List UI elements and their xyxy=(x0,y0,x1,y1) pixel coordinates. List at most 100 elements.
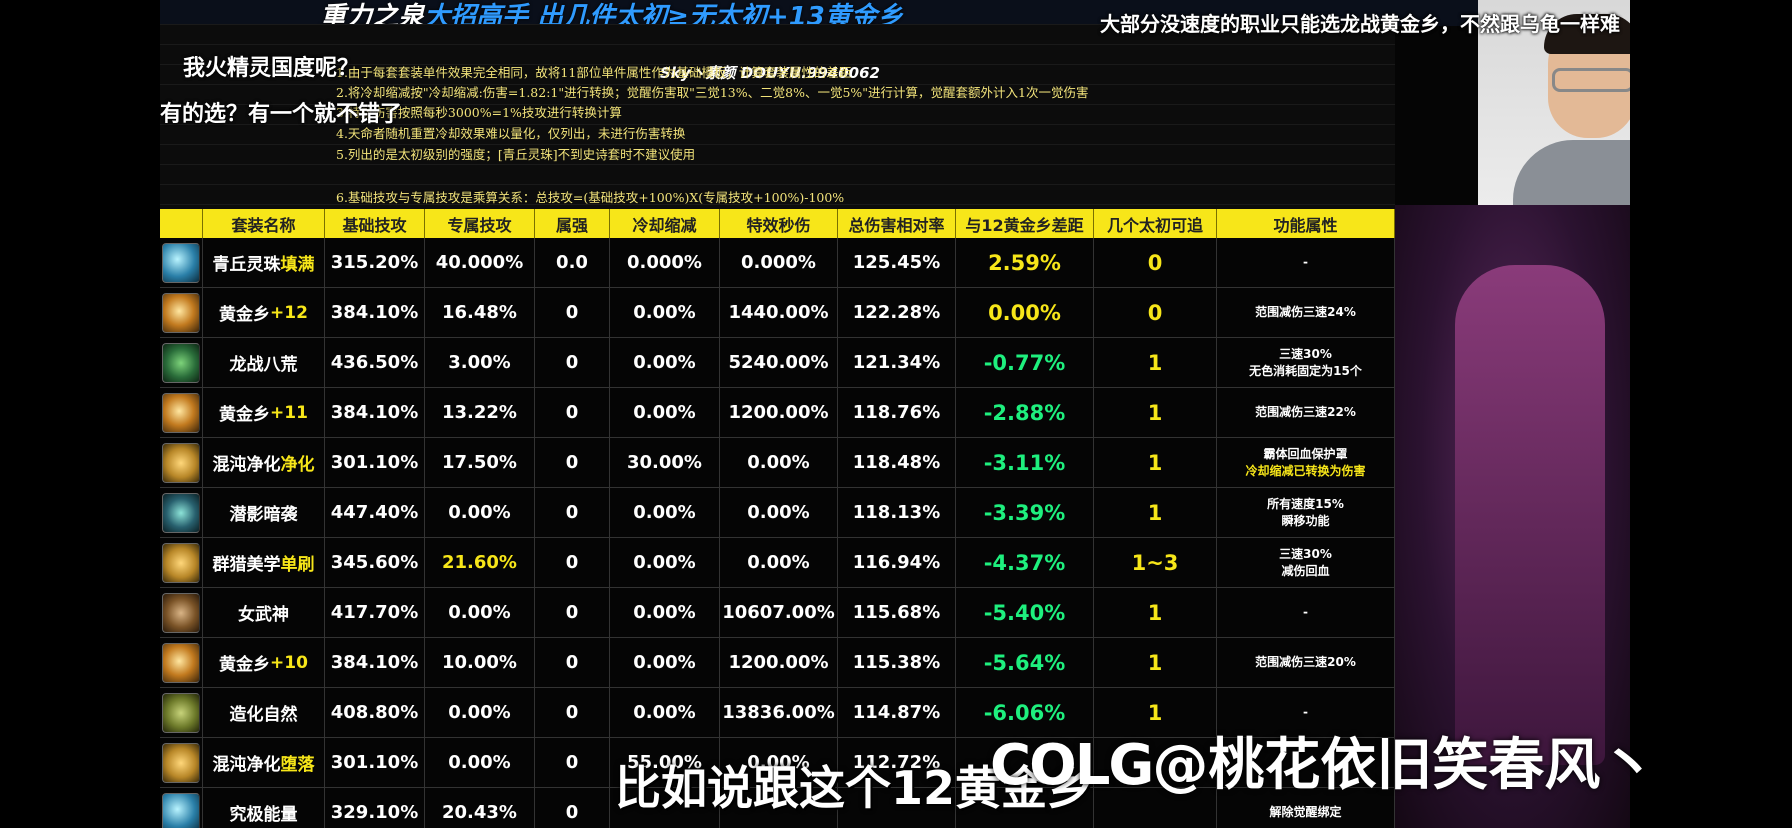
cooldown-cell: 0.00% xyxy=(610,338,720,387)
character-figure xyxy=(1455,265,1605,765)
set-name: 混沌净化 xyxy=(212,455,281,475)
cooldown-cell: 0.00% xyxy=(610,688,720,737)
icon-cell xyxy=(160,688,203,737)
effect-dps-cell: 5240.00% xyxy=(720,338,838,387)
cooldown-cell xyxy=(610,788,720,828)
total-damage-cell xyxy=(838,788,956,828)
set-name-suffix: +10 xyxy=(270,652,308,673)
set-icon xyxy=(162,392,200,433)
base-attack-cell: 301.10% xyxy=(325,438,425,487)
chase-cell: 0 xyxy=(1094,238,1217,287)
set-name-cell: 造化自然 xyxy=(203,688,325,737)
function-cell: - xyxy=(1217,238,1395,287)
gap-cell: 2.59% xyxy=(956,238,1094,287)
set-name-cell: 黄金乡 +11 xyxy=(203,388,325,437)
base-attack-cell: 447.40% xyxy=(325,488,425,537)
total-damage-cell: 125.45% xyxy=(838,238,956,287)
set-name-suffix: 堕落 xyxy=(280,755,315,775)
effect-dps-cell: 1200.00% xyxy=(720,388,838,437)
function-line-1: 范围减伤三速22% xyxy=(1255,405,1356,419)
note-1: 1.由于每套套装单件效果完全相同，故将11部位单件属性作为基础模板，计算套装属性… xyxy=(336,65,852,80)
effect-dps-cell xyxy=(720,788,838,828)
cooldown-cell: 0.00% xyxy=(610,288,720,337)
cooldown-cell: 55.00% xyxy=(610,738,720,787)
table-row: 混沌净化 堕落 301.10% 0.00% 0 55.00% 0.00% 112.72% xyxy=(160,738,1395,788)
icon-cell xyxy=(160,288,203,337)
exclusive-attack-cell: 3.00% xyxy=(425,338,535,387)
header-cell: 专属技攻 xyxy=(425,209,535,238)
function-cell: 霸体回血保护罩 冷却缩减已转换为伤害 xyxy=(1217,438,1395,487)
icon-cell xyxy=(160,488,203,537)
effect-dps-cell: 0.00% xyxy=(720,538,838,587)
chase-cell xyxy=(1094,788,1217,828)
set-name-suffix: +11 xyxy=(270,402,308,423)
set-name-cell: 黄金乡 +12 xyxy=(203,288,325,337)
set-name-suffix: 净化 xyxy=(280,455,315,475)
set-name: 造化自然 xyxy=(229,705,298,725)
gap-cell: 0.00% xyxy=(956,288,1094,337)
chase-cell: 1 xyxy=(1094,638,1217,687)
total-damage-cell: 118.13% xyxy=(838,488,956,537)
gap-cell: -5.64% xyxy=(956,638,1094,687)
set-name-cell: 混沌净化 堕落 xyxy=(203,738,325,787)
function-cell: 范围减伤三速22% xyxy=(1217,388,1395,437)
base-attack-cell: 329.10% xyxy=(325,788,425,828)
chat-line-2: 有的选？有一个就不错了 xyxy=(160,102,403,127)
set-name: 混沌净化 xyxy=(212,755,281,775)
header-icon-col xyxy=(160,209,203,238)
colg-logo: COLG xyxy=(990,733,1154,798)
gap-cell: -3.11% xyxy=(956,438,1094,487)
exclusive-attack-cell: 17.50% xyxy=(425,438,535,487)
gap-cell: -0.77% xyxy=(956,338,1094,387)
function-cell: - xyxy=(1217,588,1395,637)
note-4: 4.天命者随机重置冷却效果难以量化，仅列出，未进行伤害转换 xyxy=(336,126,686,141)
note-5: 5.列出的是太初级别的强度；[青丘灵珠]不到史诗套时不建议使用 xyxy=(336,147,696,162)
icon-cell xyxy=(160,388,203,437)
set-name-cell: 女武神 xyxy=(203,588,325,637)
set-name-cell: 究极能量 xyxy=(203,788,325,828)
set-name-cell: 黄金乡 +10 xyxy=(203,638,325,687)
set-name-suffix: 单刷 xyxy=(280,555,315,575)
element-cell: 0 xyxy=(535,538,610,587)
icon-cell xyxy=(160,638,203,687)
set-icon xyxy=(162,692,200,733)
base-attack-cell: 315.20% xyxy=(325,238,425,287)
set-icon xyxy=(162,492,200,533)
function-cell: 范围减伤三速24% xyxy=(1217,288,1395,337)
watermark: COLG@桃花依旧笑春风丶 xyxy=(990,720,1656,801)
header-cell: 冷却缩减 xyxy=(610,209,720,238)
chase-cell xyxy=(1094,738,1217,787)
set-icon xyxy=(162,742,200,783)
effect-dps-cell: 1440.00% xyxy=(720,288,838,337)
gap-cell xyxy=(956,788,1094,828)
header-cell: 与12黄金乡差距 xyxy=(956,209,1094,238)
set-name: 黄金乡 xyxy=(219,305,271,325)
icon-cell xyxy=(160,538,203,587)
header-cell: 功能属性 xyxy=(1217,209,1395,238)
cooldown-cell: 0.00% xyxy=(610,388,720,437)
set-icon xyxy=(162,642,200,683)
function-cell: - xyxy=(1217,688,1395,737)
icon-cell xyxy=(160,438,203,487)
function-line-1: 范围减伤三速24% xyxy=(1255,305,1356,319)
exclusive-attack-cell: 0.00% xyxy=(425,588,535,637)
gap-cell xyxy=(956,738,1094,787)
exclusive-attack-cell: 0.00% xyxy=(425,488,535,537)
note-2: 2.将冷却缩减按"冷却缩减:伤害=1.82:1"进行转换；觉醒伤害取"三觉13%… xyxy=(336,85,1089,100)
exclusive-attack-cell: 20.43% xyxy=(425,788,535,828)
function-line-1: 所有速度15% xyxy=(1267,496,1344,511)
set-name: 青丘灵珠 xyxy=(212,255,281,275)
exclusive-attack-cell: 0.00% xyxy=(425,738,535,787)
effect-dps-cell: 1200.00% xyxy=(720,638,838,687)
element-cell: 0 xyxy=(535,688,610,737)
effect-dps-cell: 0.00% xyxy=(720,738,838,787)
cooldown-cell: 0.00% xyxy=(610,588,720,637)
set-icon xyxy=(162,342,200,383)
table-row: 潜影暗袭 447.40% 0.00% 0 0.00% 0.00% 118.13% -3.39%… xyxy=(160,488,1395,538)
cooldown-cell: 0.00% xyxy=(610,488,720,537)
icon-cell xyxy=(160,738,203,787)
set-icon xyxy=(162,542,200,583)
header-cell: 几个太初可追 xyxy=(1094,209,1217,238)
total-damage-cell: 115.38% xyxy=(838,638,956,687)
cooldown-cell: 0.00% xyxy=(610,538,720,587)
